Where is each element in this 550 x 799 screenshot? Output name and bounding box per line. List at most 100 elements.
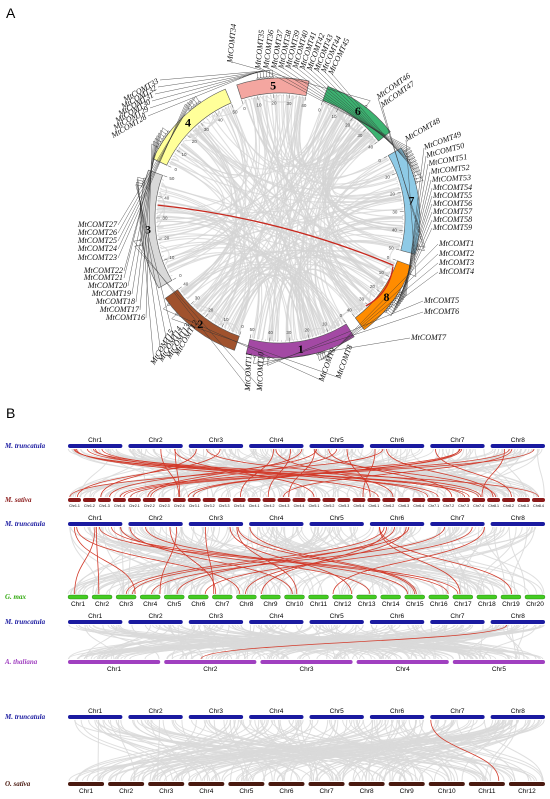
grey-link: [186, 263, 339, 327]
target-chromosome-bar: [452, 660, 545, 664]
grey-link: [337, 200, 402, 276]
tick-label: 0: [318, 107, 321, 112]
mt-chromosome-bar: [490, 715, 545, 719]
target-chromosome-bar: [91, 594, 113, 600]
grey-link: [118, 719, 136, 782]
red-link: [332, 526, 485, 595]
red-link: [245, 526, 407, 595]
target-chromosome-bar: [68, 498, 81, 502]
grey-link: [323, 128, 371, 302]
red-link: [159, 526, 177, 595]
grey-link: [369, 138, 376, 144]
tick-label: 10: [379, 270, 385, 275]
gene-marker: [159, 140, 163, 144]
target-chromosome-label: Chr5: [492, 666, 506, 673]
grey-link: [298, 131, 369, 339]
tick-label: 0: [243, 106, 246, 111]
grey-link: [328, 526, 392, 595]
red-link: [132, 526, 410, 595]
tick-label: 20: [192, 139, 198, 144]
target-chromosome-bar: [427, 498, 441, 502]
target-chromosome-bar: [212, 594, 233, 600]
tick: [391, 173, 396, 176]
tick: [200, 122, 204, 126]
minor-tick: [396, 180, 399, 182]
gene-leader: [117, 96, 200, 226]
grey-link: [88, 624, 288, 660]
target-chromosome-bar: [532, 498, 545, 502]
mt-chromosome-bar: [309, 522, 364, 526]
target-chromosome-bar: [428, 594, 449, 600]
mt-chromosome-bar: [490, 522, 545, 526]
red-link: [145, 526, 409, 595]
grey-link: [310, 526, 478, 595]
minor-tick: [387, 159, 390, 161]
target-chromosome-bar: [262, 498, 276, 502]
target-chromosome-label: Chr20: [526, 601, 544, 608]
grey-link: [344, 526, 502, 595]
gene-label: MtCOMT18: [95, 297, 135, 306]
target-chromosome-bar: [217, 498, 231, 502]
grey-link: [141, 719, 268, 782]
red-link: [379, 526, 513, 595]
minor-tick: [330, 328, 332, 331]
gene-label: MtCOMT1: [438, 239, 474, 248]
grey-link: [157, 163, 391, 235]
minor-tick: [224, 106, 226, 109]
grey-link: [380, 624, 516, 660]
red-link: [378, 526, 461, 595]
grey-link: [394, 193, 402, 202]
target-chromosome-label: Chr7: [215, 601, 229, 608]
tick: [190, 301, 194, 305]
grey-link: [224, 107, 357, 168]
red-link: [283, 448, 513, 498]
gene-marker: [413, 174, 416, 178]
tick-label: 0: [387, 255, 390, 260]
gene-marker: [163, 135, 166, 139]
tick-label: 10: [257, 102, 263, 107]
target-chromosome-label: Chr4.2: [264, 504, 275, 508]
gene-label: MtCOMT5: [423, 296, 459, 305]
grey-link: [255, 624, 542, 660]
minor-tick: [358, 310, 361, 313]
grey-link: [157, 157, 223, 221]
grey-link: [195, 132, 370, 309]
target-chromosome-bar: [452, 594, 474, 600]
grey-link: [271, 95, 279, 341]
minor-tick: [235, 331, 237, 334]
tick: [178, 286, 182, 290]
gene-leader: [317, 70, 422, 177]
grey-link: [217, 96, 302, 325]
gene-marker: [161, 138, 165, 141]
tick: [397, 191, 402, 194]
grey-link: [189, 133, 395, 190]
target-chromosome-bar: [472, 498, 486, 502]
grey-link: [407, 624, 509, 660]
minor-tick: [218, 323, 220, 326]
gene-marker: [193, 104, 196, 108]
gene-marker: [195, 102, 199, 106]
chromosome-arc-7: [387, 147, 421, 255]
minor-tick: [162, 255, 165, 257]
red-link: [76, 448, 221, 498]
gene-marker: [398, 290, 402, 294]
grey-link: [213, 719, 245, 782]
mt-chromosome-label: Chr6: [390, 515, 404, 522]
tick: [336, 108, 339, 113]
grey-link: [164, 624, 497, 660]
tick: [363, 128, 367, 132]
grey-link: [72, 526, 182, 595]
target-chromosome-label: Chr1: [107, 666, 121, 673]
gene-label: MtCOMT56: [432, 199, 472, 208]
species-label-bottom: A. thaliana: [4, 658, 38, 666]
grey-link: [295, 719, 313, 782]
grey-link: [456, 448, 516, 498]
gene-leader: [123, 127, 169, 272]
target-chromosome-bar: [412, 498, 426, 502]
red-link: [204, 526, 473, 595]
target-chromosome-label: Chr4.1: [249, 504, 260, 508]
target-chromosome-label: Chr8.4: [533, 504, 544, 508]
grey-link: [433, 719, 507, 782]
species-label-top: M. truncatula: [4, 442, 46, 450]
chromosome-number: 3: [145, 223, 151, 237]
